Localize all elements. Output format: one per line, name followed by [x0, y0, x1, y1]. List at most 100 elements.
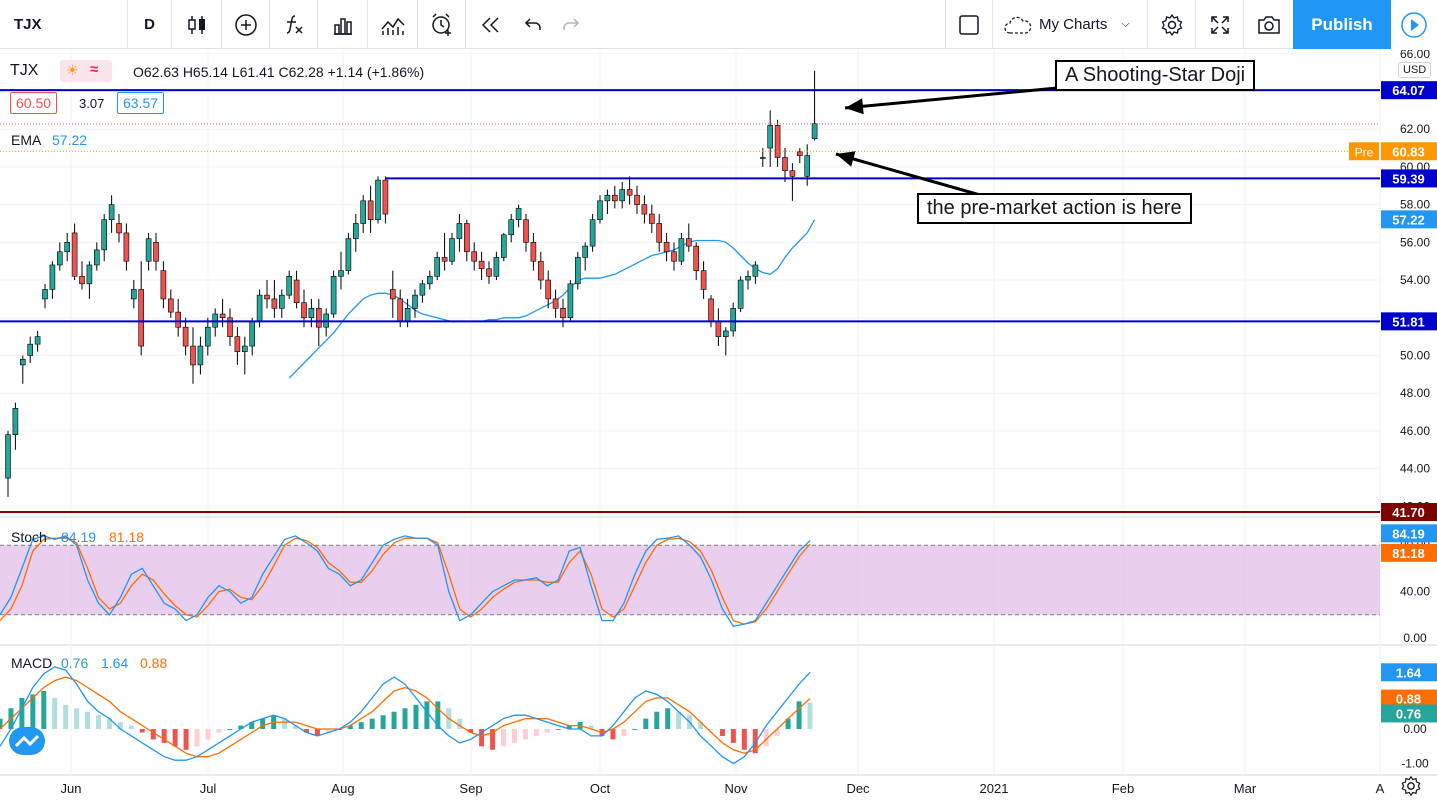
symbol-search-button[interactable]: TJX: [0, 0, 128, 49]
candle-body: [367, 200, 374, 221]
tradingview-logo[interactable]: [9, 727, 45, 755]
redo-icon: [563, 17, 580, 30]
axis-settings-button[interactable]: [1400, 775, 1424, 799]
candle: [552, 289, 559, 318]
macd-histogram-bar: [730, 729, 736, 743]
y-tick-label: 56.00: [1400, 235, 1430, 249]
candle-body: [449, 238, 455, 262]
shooting-star-arrow-head: [845, 98, 864, 115]
bid-price-box[interactable]: 60.50: [10, 92, 58, 114]
candle: [574, 251, 581, 290]
y-tick-label: 58.00: [1400, 198, 1430, 212]
chart-area[interactable]: Jun Jul Aug Sep Oct Nov Dec 2021 Feb Mar A 66.00 64.…: [0, 50, 1437, 805]
candle: [79, 261, 85, 290]
candle-body: [419, 283, 426, 296]
price-label-59-bg: [1381, 169, 1437, 188]
candle: [685, 223, 692, 252]
candle-body: [352, 223, 359, 239]
candle: [271, 280, 278, 318]
candle-body: [197, 345, 204, 366]
currency-badge[interactable]: USD: [1398, 62, 1432, 78]
candle-body: [426, 275, 433, 285]
layout-button[interactable]: [945, 0, 993, 49]
undo-button[interactable]: [514, 0, 552, 49]
candle: [382, 176, 389, 224]
gear-icon: [1161, 13, 1182, 36]
macd-histogram-bar: [369, 718, 375, 730]
candle: [153, 232, 159, 271]
replay-button[interactable]: [466, 0, 514, 49]
candle-body: [19, 358, 26, 366]
play-button[interactable]: [1391, 0, 1437, 49]
candle: [537, 251, 544, 290]
candle-body: [360, 200, 367, 224]
candle-body: [338, 270, 344, 277]
candle-body: [264, 294, 270, 300]
shooting-star-note[interactable]: A Shooting-Star Doji: [1055, 60, 1256, 91]
macd-histogram-bar: [555, 729, 561, 731]
y-tick-label: 46.00: [1400, 424, 1430, 438]
price-label-41: 41.70: [1392, 505, 1425, 520]
financials-button[interactable]: [318, 0, 368, 49]
snapshot-button[interactable]: [1244, 0, 1293, 49]
templates-icon: [380, 17, 405, 35]
macd-histogram-bar: [588, 725, 594, 730]
macd-histogram-bar: [260, 718, 266, 730]
candle-body: [530, 242, 537, 262]
candle: [219, 298, 226, 328]
my-charts-dropdown[interactable]: My Charts ⌵: [993, 0, 1148, 49]
macd-y-tick: 0.00: [1403, 722, 1427, 736]
macd-histogram-bar: [752, 729, 758, 754]
candle: [641, 195, 648, 224]
y-tick-label: 50.00: [1400, 348, 1430, 362]
indicators-button[interactable]: [270, 0, 318, 49]
alert-button[interactable]: [418, 0, 466, 49]
candle: [190, 327, 196, 384]
macd-histogram-bar: [172, 729, 178, 747]
compare-button[interactable]: [222, 0, 270, 49]
publish-button[interactable]: Publish: [1293, 0, 1391, 49]
candle: [796, 148, 803, 164]
candle-body: [567, 283, 574, 319]
square-icon: [959, 14, 979, 35]
macd-histogram-bar: [194, 729, 200, 747]
macd-histogram-bar: [183, 729, 189, 750]
macd-histogram-bar: [205, 729, 211, 740]
macd-histogram-bar: [413, 704, 419, 730]
candle-body: [79, 275, 85, 285]
candle: [648, 204, 655, 233]
candle: [626, 176, 633, 205]
stoch-legend-label: Stoch: [11, 529, 47, 545]
chart-type-button[interactable]: [172, 0, 222, 49]
candle: [774, 119, 781, 167]
candle-body: [101, 219, 107, 251]
settings-button[interactable]: [1148, 0, 1196, 49]
interval-button[interactable]: D: [128, 0, 172, 49]
templates-button[interactable]: [368, 0, 418, 49]
macd-signal-axis-label: 0.88: [1396, 692, 1421, 707]
redo-button[interactable]: [552, 0, 590, 49]
undo-icon: [524, 17, 541, 30]
candle-body: [227, 317, 233, 337]
y-tick-label: 66.00: [1400, 50, 1430, 61]
market-status-badge[interactable]: ☀ ≈: [60, 60, 112, 82]
macd-histogram-bar: [41, 690, 47, 730]
macd-histogram-bar: [654, 711, 660, 730]
ask-price-box[interactable]: 63.57: [117, 92, 165, 114]
ema-legend-value: 57.22: [52, 132, 88, 148]
candle: [315, 298, 322, 347]
candle-body: [160, 270, 167, 300]
premarket-note[interactable]: the pre-market action is here: [917, 193, 1192, 224]
candle-body: [508, 219, 515, 236]
candle: [168, 289, 174, 318]
candle: [278, 289, 285, 318]
macd-histogram-bar: [719, 729, 725, 736]
candle: [634, 185, 640, 215]
macd-histogram-bar: [402, 708, 408, 730]
candle: [560, 298, 566, 328]
macd-histogram-bar: [63, 704, 69, 730]
candle: [782, 148, 788, 182]
fullscreen-button[interactable]: [1196, 0, 1244, 49]
price-label-51: 51.81: [1392, 314, 1425, 329]
candle: [545, 270, 552, 309]
